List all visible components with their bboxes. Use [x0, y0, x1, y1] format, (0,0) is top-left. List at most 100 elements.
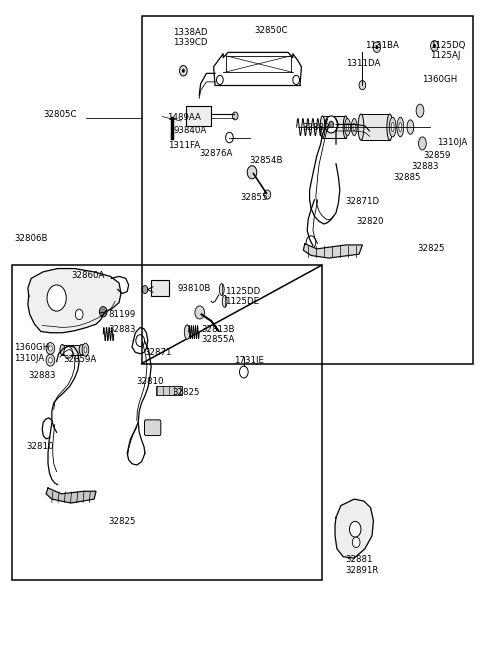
Circle shape: [433, 44, 436, 48]
Circle shape: [99, 307, 107, 317]
Text: 1489AA: 1489AA: [167, 113, 201, 122]
Text: 32813B
32855A: 32813B 32855A: [202, 325, 235, 345]
Text: 32825: 32825: [173, 388, 200, 397]
Text: 81199: 81199: [108, 310, 135, 319]
Text: 32820: 32820: [356, 217, 384, 227]
Ellipse shape: [60, 345, 65, 355]
Ellipse shape: [84, 347, 87, 352]
Text: 32859: 32859: [423, 151, 451, 160]
Ellipse shape: [397, 117, 404, 137]
Text: 32871D: 32871D: [346, 196, 380, 206]
Polygon shape: [303, 244, 362, 258]
Circle shape: [180, 66, 187, 76]
Circle shape: [226, 132, 233, 143]
Bar: [361, 114, 390, 140]
Text: 1360GH
1310JA: 1360GH 1310JA: [14, 343, 49, 363]
Text: 32859A: 32859A: [63, 355, 96, 364]
Ellipse shape: [46, 354, 55, 366]
Ellipse shape: [46, 343, 55, 354]
Bar: [323, 116, 346, 138]
Circle shape: [142, 286, 148, 293]
Text: 1310JA: 1310JA: [437, 138, 467, 147]
Ellipse shape: [82, 343, 89, 356]
Ellipse shape: [222, 295, 227, 307]
Circle shape: [375, 45, 378, 49]
Ellipse shape: [389, 117, 396, 137]
Text: 32860A: 32860A: [71, 271, 105, 280]
Circle shape: [431, 41, 438, 51]
Text: 32810: 32810: [26, 442, 54, 451]
Text: 1131BA: 1131BA: [365, 41, 399, 50]
Text: 32854B: 32854B: [250, 156, 283, 165]
Circle shape: [373, 42, 381, 52]
Ellipse shape: [48, 346, 52, 351]
Text: 32825: 32825: [108, 517, 135, 527]
Circle shape: [216, 75, 223, 84]
Circle shape: [359, 81, 366, 90]
Bar: [156, 386, 182, 395]
Text: 1125DQ
1125AJ: 1125DQ 1125AJ: [430, 41, 465, 60]
Ellipse shape: [343, 116, 348, 138]
Text: 32810: 32810: [137, 377, 164, 386]
Circle shape: [293, 75, 300, 84]
Ellipse shape: [353, 123, 355, 131]
Ellipse shape: [358, 114, 364, 140]
Ellipse shape: [48, 358, 52, 363]
Circle shape: [240, 366, 248, 378]
Text: 1311DA: 1311DA: [346, 59, 380, 68]
Text: 1311FA: 1311FA: [168, 141, 200, 151]
Text: 32885: 32885: [394, 173, 421, 182]
Circle shape: [47, 285, 66, 311]
Circle shape: [329, 121, 334, 128]
Circle shape: [352, 537, 360, 548]
Circle shape: [247, 166, 257, 179]
Ellipse shape: [347, 123, 348, 131]
Circle shape: [64, 346, 72, 358]
Ellipse shape: [219, 284, 224, 295]
Circle shape: [182, 69, 185, 73]
Bar: [142, 16, 473, 364]
Text: 32855: 32855: [240, 193, 267, 202]
Ellipse shape: [79, 345, 84, 355]
Text: 1338AD
1339CD: 1338AD 1339CD: [173, 28, 207, 47]
Circle shape: [349, 521, 361, 537]
Circle shape: [232, 112, 238, 120]
Bar: [151, 280, 169, 296]
Text: 32876A: 32876A: [199, 149, 233, 159]
Text: 32825: 32825: [418, 244, 445, 253]
FancyBboxPatch shape: [144, 420, 161, 436]
Circle shape: [195, 306, 204, 319]
Text: 32871: 32871: [144, 348, 171, 358]
Text: 32883: 32883: [108, 325, 135, 334]
Ellipse shape: [320, 116, 325, 138]
Bar: [62, 345, 82, 355]
Text: 32881
32891R: 32881 32891R: [346, 555, 379, 575]
Ellipse shape: [345, 119, 350, 136]
Circle shape: [264, 190, 271, 199]
Circle shape: [306, 236, 316, 249]
Ellipse shape: [184, 325, 190, 339]
Text: 93840A: 93840A: [174, 126, 207, 135]
Polygon shape: [46, 488, 96, 503]
Text: 32883: 32883: [302, 123, 330, 132]
Text: 93810B: 93810B: [178, 284, 211, 293]
Bar: [12, 265, 322, 580]
Text: 32805C: 32805C: [43, 110, 77, 119]
Ellipse shape: [391, 122, 394, 132]
Ellipse shape: [416, 104, 424, 117]
Text: 32883: 32883: [29, 371, 56, 380]
Text: 32883: 32883: [412, 162, 439, 172]
Circle shape: [75, 309, 83, 320]
Bar: [186, 106, 211, 126]
Text: 1731JE: 1731JE: [234, 356, 264, 365]
Ellipse shape: [419, 137, 426, 150]
Text: 1360GH: 1360GH: [422, 75, 457, 84]
Polygon shape: [335, 499, 373, 558]
Ellipse shape: [351, 119, 357, 136]
Ellipse shape: [399, 122, 402, 132]
Ellipse shape: [387, 114, 393, 140]
Circle shape: [325, 116, 337, 133]
Text: 32806B: 32806B: [14, 234, 48, 244]
Text: 1125DD
1125DE: 1125DD 1125DE: [225, 287, 260, 307]
Ellipse shape: [407, 120, 414, 134]
